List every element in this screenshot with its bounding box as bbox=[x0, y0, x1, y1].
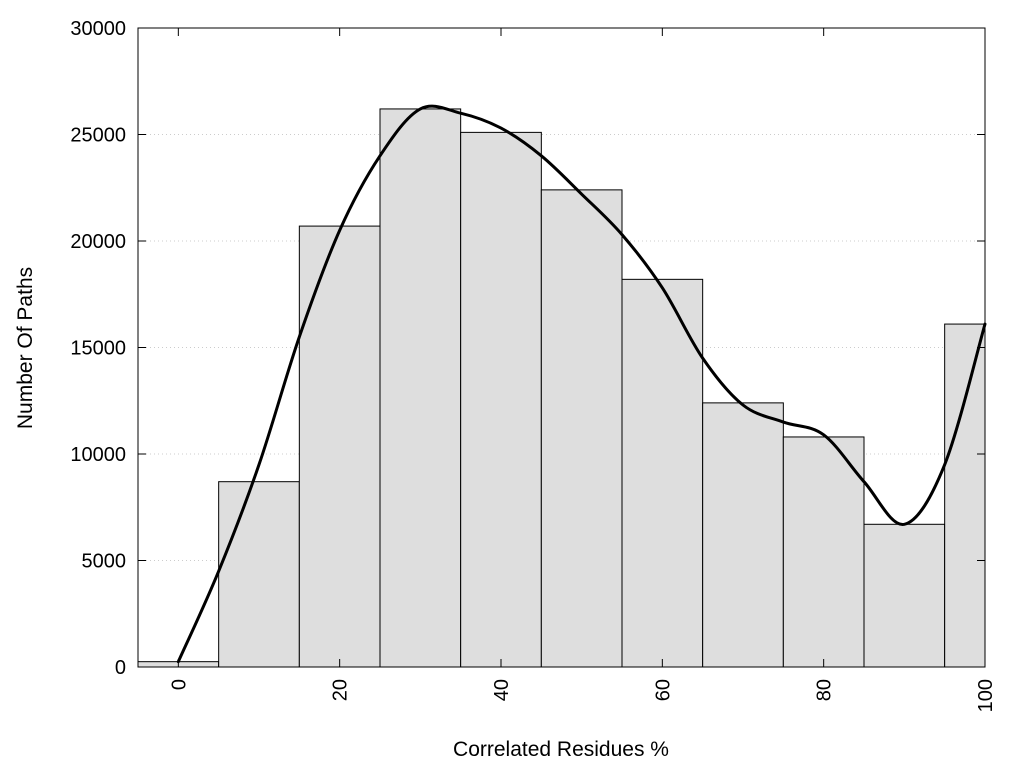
histogram-bar bbox=[540, 189, 623, 668]
histogram-bar bbox=[702, 402, 784, 668]
histogram-bar bbox=[944, 323, 986, 668]
histogram-bar bbox=[782, 436, 865, 668]
y-tick-label: 10000 bbox=[70, 444, 126, 466]
y-tick-label: 30000 bbox=[70, 18, 126, 40]
x-tick-label: 100 bbox=[975, 679, 997, 712]
y-axis-label: Number Of Paths bbox=[14, 267, 37, 429]
histogram-bar bbox=[379, 108, 462, 668]
x-tick-label: 40 bbox=[491, 679, 513, 701]
x-tick-label: 60 bbox=[652, 679, 674, 701]
x-tick-label: 80 bbox=[814, 679, 836, 701]
y-tick-label: 0 bbox=[115, 657, 126, 679]
histogram-bar bbox=[460, 131, 542, 668]
x-axis-label: Correlated Residues % bbox=[453, 738, 669, 761]
x-axis-ticks: 0 20 40 60 80 100 bbox=[168, 28, 997, 712]
density-curve-line bbox=[176, 104, 987, 664]
y-tick-label: 5000 bbox=[82, 551, 127, 573]
y-tick-label: 15000 bbox=[70, 338, 126, 360]
x-tick-label: 0 bbox=[168, 679, 190, 690]
histogram-bar bbox=[863, 523, 946, 668]
histogram-bars bbox=[137, 108, 986, 668]
histogram-bar bbox=[218, 481, 300, 668]
y-tick-label: 20000 bbox=[70, 231, 126, 253]
y-tick-label: 25000 bbox=[70, 125, 126, 147]
x-tick-label: 20 bbox=[330, 679, 352, 701]
density-curve bbox=[176, 104, 987, 664]
histogram-bar bbox=[298, 225, 381, 668]
y-axis-ticks: 0 5000 10000 15000 20000 25000 30000 bbox=[70, 18, 985, 679]
